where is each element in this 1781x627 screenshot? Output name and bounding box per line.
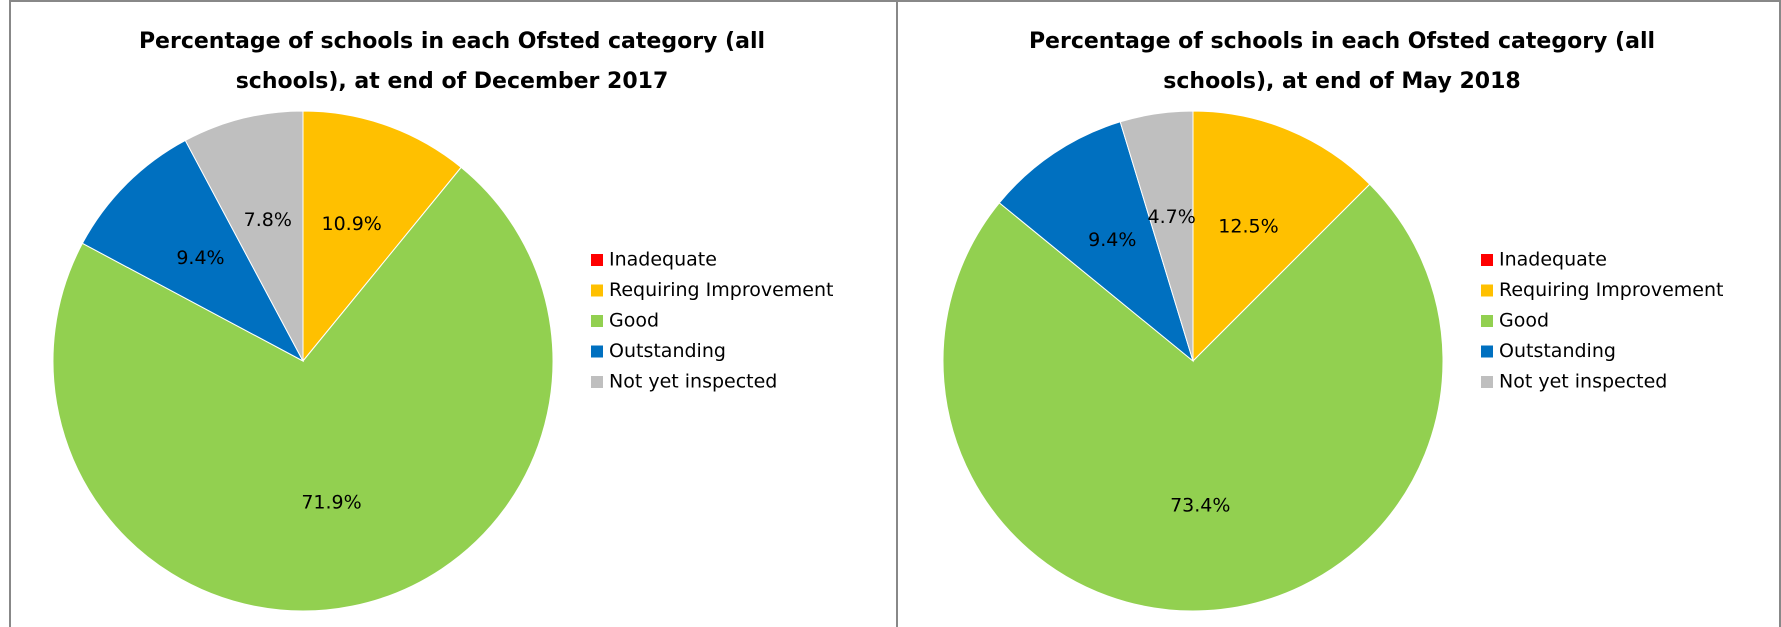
- legend-swatch: [591, 315, 603, 327]
- data-label: 9.4%: [176, 247, 224, 269]
- chart-title: Percentage of schools in each Ofsted cat…: [138, 29, 766, 94]
- legend-label: Not yet inspected: [1499, 371, 1667, 393]
- legend-label: Outstanding: [609, 340, 726, 362]
- pie-slice: [1119, 110, 1194, 362]
- data-label: 12.5%: [1218, 216, 1278, 238]
- data-label: 10.9%: [322, 213, 382, 235]
- legend-label: Good: [1499, 310, 1549, 332]
- pie-slice: [998, 121, 1194, 363]
- legend-swatch: [1481, 254, 1493, 266]
- chart-title: Percentage of schools in each Ofsted cat…: [1028, 29, 1656, 94]
- pie-slice: [52, 166, 554, 612]
- pie-slice: [302, 110, 462, 363]
- legend-swatch: [1481, 284, 1493, 297]
- legend-swatch: [1481, 315, 1493, 327]
- legend-swatch: [591, 254, 603, 266]
- legend-label: Requiring Improvement: [609, 279, 833, 301]
- panel-border: [896, 0, 1781, 627]
- data-label: 9.4%: [1088, 229, 1136, 251]
- legend-label: Requiring Improvement: [1499, 279, 1723, 301]
- legend-swatch: [591, 284, 603, 297]
- pie-slice: [942, 183, 1444, 612]
- legend-swatch: [1481, 345, 1493, 358]
- data-label: 73.4%: [1170, 494, 1230, 516]
- data-label: 4.7%: [1148, 206, 1196, 228]
- pie-slice: [184, 110, 304, 362]
- legend-label: Inadequate: [1499, 249, 1607, 271]
- legend-swatch: [1481, 376, 1493, 388]
- pie-slice: [81, 139, 305, 363]
- legend-label: Inadequate: [609, 249, 717, 271]
- legend-swatch: [591, 376, 603, 388]
- legend-label: Outstanding: [1499, 340, 1616, 362]
- legend-swatch: [591, 345, 603, 358]
- data-label: 7.8%: [244, 209, 292, 231]
- pie-slice: [1192, 110, 1371, 363]
- data-label: 71.9%: [301, 492, 361, 514]
- legend-label: Not yet inspected: [609, 371, 777, 393]
- legend-label: Good: [609, 310, 659, 332]
